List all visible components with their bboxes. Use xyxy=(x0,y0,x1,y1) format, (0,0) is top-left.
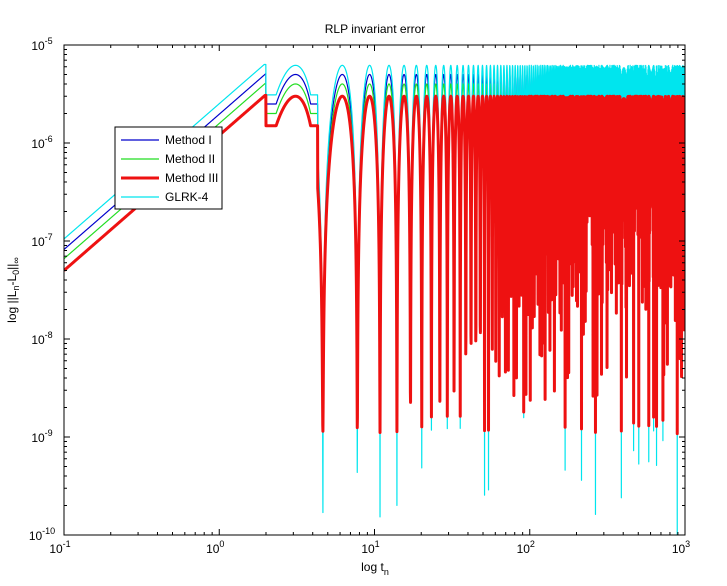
x-tick-label: 102 xyxy=(517,539,535,556)
x-tick-label: 103 xyxy=(672,539,690,556)
x-tick-label: 100 xyxy=(206,539,224,556)
y-tick-label: 10-7 xyxy=(31,232,52,249)
chart-title: RLP invariant error xyxy=(325,22,426,36)
legend-box xyxy=(114,126,223,210)
y-axis-label: log ||Ln-L0||∞ xyxy=(5,257,21,323)
legend-label-glrk-4: GLRK-4 xyxy=(165,190,209,204)
legend-label-method-ii: Method II xyxy=(165,152,215,166)
x-axis-label: log tn xyxy=(361,560,389,577)
legend: Method I Method II Method III GLRK-4 xyxy=(114,126,223,210)
y-tick-label: 10-5 xyxy=(31,36,52,53)
legend-label-method-i: Method I xyxy=(165,133,212,147)
y-tick-label: 10-9 xyxy=(31,428,52,445)
x-tick-label: 101 xyxy=(361,539,379,556)
y-tick-label: 10-6 xyxy=(31,134,52,151)
x-tick-label: 10-1 xyxy=(49,539,70,556)
y-tick-label: 10-10 xyxy=(29,526,55,543)
ticks-layer: 10-1 100 101 102 103 10-10 10-9 10-8 10-7 10-6 10-… xyxy=(29,36,690,556)
y-tick-label: 10-8 xyxy=(31,330,52,347)
legend-label-method-iii: Method III xyxy=(165,171,218,185)
